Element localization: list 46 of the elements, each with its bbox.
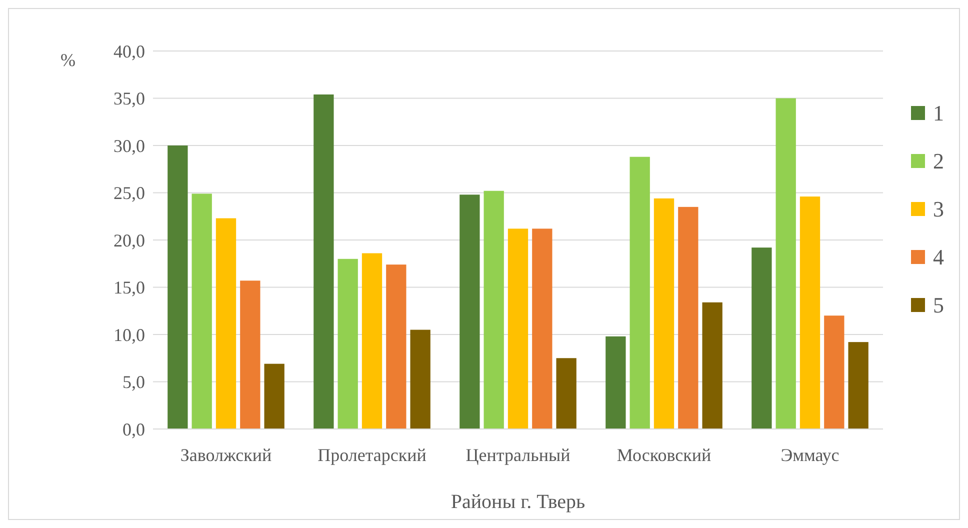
legend-label: 1 (933, 100, 944, 126)
bar (386, 264, 406, 429)
bar (702, 302, 722, 429)
bar (338, 258, 358, 429)
y-axis-title: % (60, 50, 76, 70)
bar (362, 253, 382, 429)
legend-label: 3 (933, 196, 944, 222)
x-tick-label: Московский (616, 445, 712, 465)
legend-label: 5 (933, 292, 944, 318)
bar (460, 194, 480, 429)
x-tick-label: Эммаус (780, 445, 840, 465)
legend-label: 4 (933, 244, 944, 270)
y-tick-label: 15,0 (114, 278, 145, 298)
bar (168, 146, 188, 429)
y-tick-label: 10,0 (114, 324, 145, 345)
y-tick-label: 25,0 (114, 183, 145, 204)
x-tick-label: Пролетарский (318, 445, 427, 465)
x-axis-title: Районы г. Тверь (450, 491, 586, 513)
bar (484, 190, 504, 429)
y-tick-label: 20,0 (114, 230, 145, 250)
bar (192, 194, 212, 429)
bar (848, 342, 868, 429)
bar (678, 206, 698, 429)
bar (314, 94, 334, 429)
x-tick-label: Центральный (466, 445, 571, 465)
y-tick-label: 30,0 (114, 136, 145, 156)
bar (264, 364, 284, 429)
bar (556, 358, 576, 429)
bar (824, 316, 844, 429)
bar (410, 330, 430, 429)
x-tick-label: Заволжский (180, 445, 272, 465)
bar (508, 228, 528, 429)
bar (776, 98, 796, 429)
bar (216, 218, 236, 429)
y-tick-label: 40,0 (114, 41, 145, 62)
bar (630, 156, 650, 429)
bar (752, 248, 772, 429)
y-tick-label: 5,0 (122, 372, 145, 392)
bar (800, 196, 820, 429)
y-tick-label: 35,0 (114, 88, 145, 109)
bar (240, 280, 260, 429)
legend-label: 2 (933, 148, 944, 174)
bar (606, 336, 626, 429)
bar (532, 228, 552, 429)
y-tick-label: 0,0 (122, 419, 145, 440)
bar (654, 198, 674, 429)
